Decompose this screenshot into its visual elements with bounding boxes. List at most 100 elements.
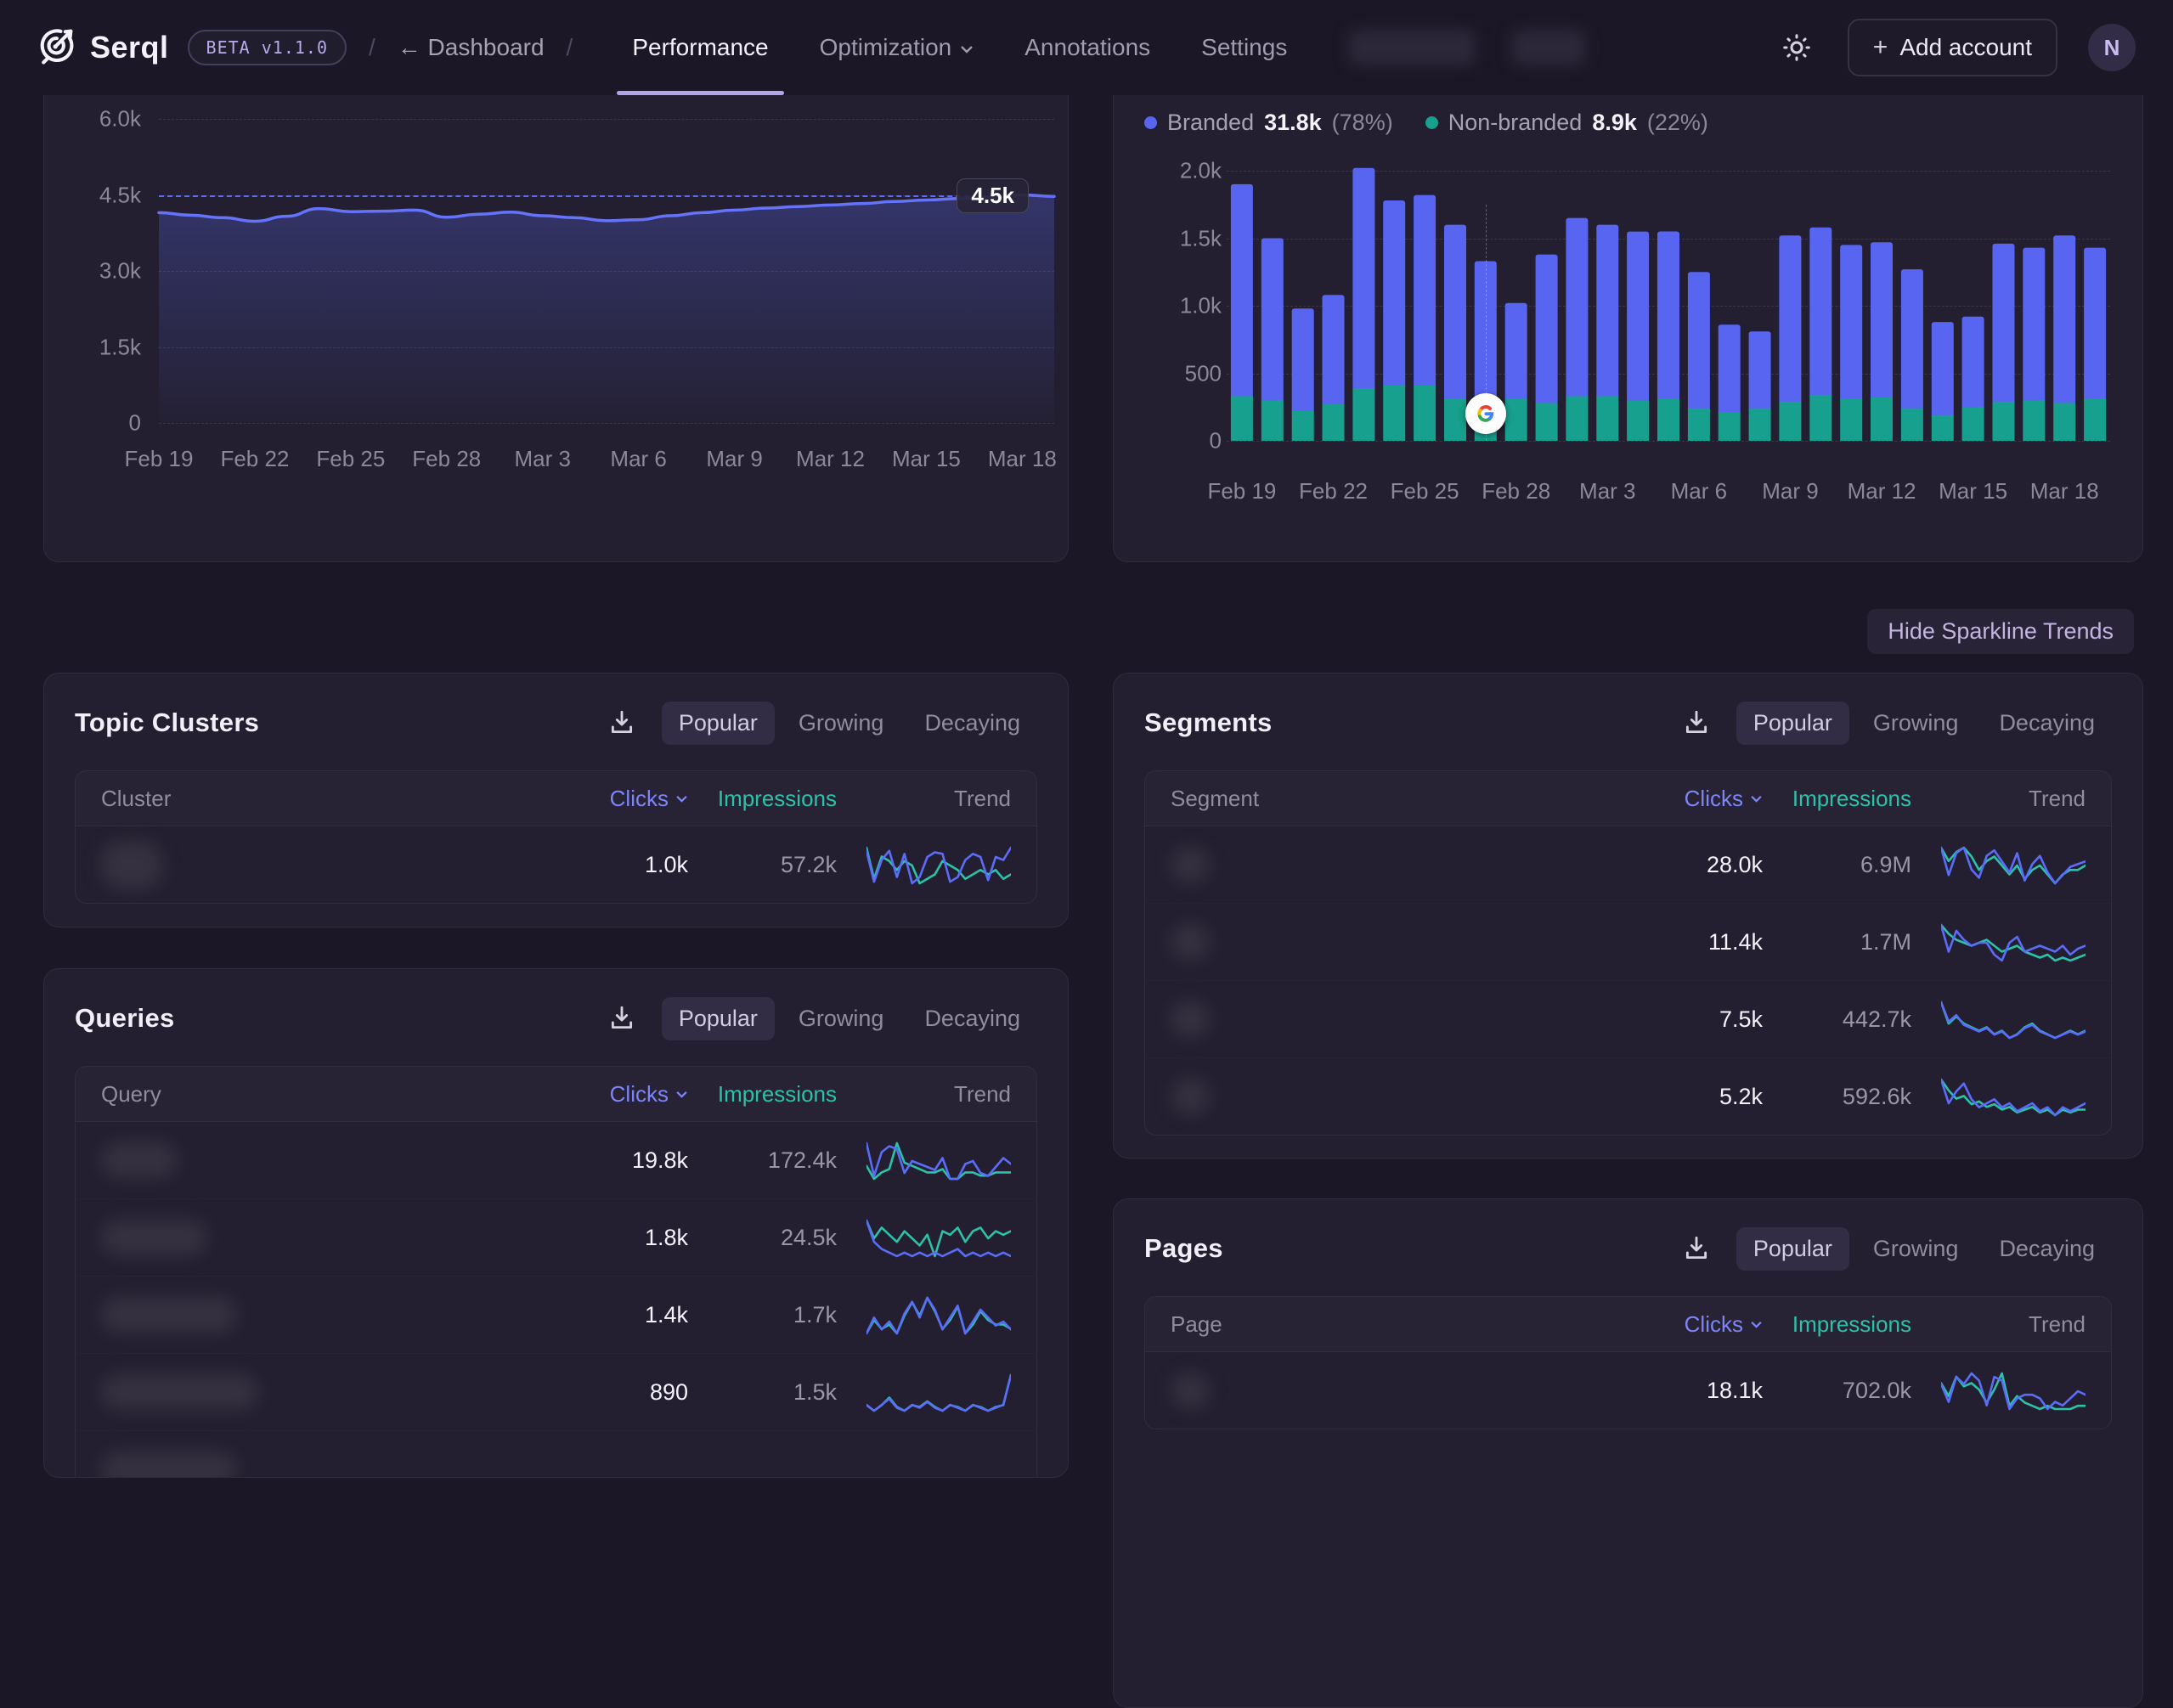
legend-label: Non-branded <box>1448 110 1583 136</box>
column-clicks-sort[interactable]: Clicks <box>561 786 688 812</box>
tab-decaying[interactable]: Decaying <box>1982 702 2112 745</box>
nav-item-annotations[interactable]: Annotations <box>999 0 1176 95</box>
toolbar-row: Hide Sparkline Trends <box>0 609 2134 654</box>
y-axis-ticks: 05001.0k1.5k2.0k <box>1137 171 1222 441</box>
queries-table: Query Clicks Impressions Trend 19.8k 172… <box>75 1066 1037 1478</box>
table-row[interactable]: 5.2k 592.6k <box>1145 1057 2111 1135</box>
nav-item-performance[interactable]: Performance <box>607 0 793 95</box>
column-query: Query <box>101 1081 561 1108</box>
sort-chevron-down-icon <box>675 795 688 803</box>
download-button[interactable] <box>1679 1231 1714 1266</box>
legend-item-branded[interactable]: Branded 31.8k (78%) <box>1144 110 1393 136</box>
table-header: Segment Clicks Impressions Trend <box>1145 771 2111 826</box>
theme-toggle-button[interactable] <box>1776 27 1817 68</box>
branded-split-chart-card: Branded 31.8k (78%) Non-branded 8.9k (22… <box>1113 27 2143 562</box>
column-clicks-sort[interactable]: Clicks <box>561 1081 688 1108</box>
x-tick-label: Mar 3 <box>1579 478 1635 505</box>
google-icon[interactable] <box>1465 393 1506 434</box>
user-avatar[interactable]: N <box>2088 24 2136 71</box>
table-row[interactable]: 890 1.5k <box>76 1353 1036 1430</box>
clicks-value: 19.8k <box>561 1147 688 1174</box>
column-label: Clicks <box>610 1081 669 1108</box>
tab-growing[interactable]: Growing <box>782 997 901 1040</box>
table-row[interactable]: 19.8k 172.4k <box>76 1122 1036 1198</box>
column-impressions[interactable]: Impressions <box>1763 1311 1911 1338</box>
pages-table: Page Clicks Impressions Trend 18.1k 702.… <box>1144 1296 2112 1429</box>
column-clicks-sort[interactable]: Clicks <box>1635 1311 1763 1338</box>
card-controls: Popular Growing Decaying <box>604 702 1037 745</box>
clicks-trend-chart-card: 01.5k3.0k4.5k6.0k 4.5k Feb 19Feb 22Feb 2… <box>43 27 1069 562</box>
hide-sparkline-trends-button[interactable]: Hide Sparkline Trends <box>1867 609 2134 654</box>
table-row[interactable] <box>76 1430 1036 1478</box>
trend-sparkline <box>837 1291 1011 1339</box>
table-row[interactable]: 1.8k 24.5k <box>76 1198 1036 1276</box>
redacted-query-name <box>101 1297 237 1333</box>
redacted-cluster-name <box>101 841 162 888</box>
tab-growing[interactable]: Growing <box>1856 1227 1976 1271</box>
topic-clusters-card: Topic Clusters Popular Growing Decaying <box>43 673 1069 927</box>
nav-item-redacted[interactable] <box>1348 29 1476 66</box>
tab-decaying[interactable]: Decaying <box>907 702 1037 745</box>
clicks-value: 18.1k <box>1635 1378 1763 1404</box>
column-impressions[interactable]: Impressions <box>1763 786 1911 812</box>
table-row[interactable]: 1.4k 1.7k <box>76 1276 1036 1353</box>
breadcrumb-dashboard-link[interactable]: ← Dashboard <box>398 34 545 61</box>
table-row[interactable]: 11.4k 1.7M <box>1145 903 2111 980</box>
sort-chevron-down-icon <box>1750 1321 1763 1328</box>
download-button[interactable] <box>1679 705 1714 741</box>
table-header: Cluster Clicks Impressions Trend <box>76 771 1036 826</box>
impressions-value: 1.5k <box>688 1379 837 1406</box>
card-title: Pages <box>1144 1233 1223 1264</box>
non-branded-dot-icon <box>1425 116 1438 129</box>
column-impressions[interactable]: Impressions <box>688 786 837 812</box>
trend-sparkline <box>837 1368 1011 1416</box>
filter-tabs: Popular Growing Decaying <box>1736 702 2112 745</box>
tab-growing[interactable]: Growing <box>1856 702 1976 745</box>
stacked-bar-chart <box>1227 171 2110 441</box>
card-header: Segments Popular Growing Decaying <box>1114 674 2142 741</box>
legend-item-non-branded[interactable]: Non-branded 8.9k (22%) <box>1425 110 1708 136</box>
x-tick-label: Mar 12 <box>1848 478 1916 505</box>
clicks-value: 11.4k <box>1635 929 1763 955</box>
tab-decaying[interactable]: Decaying <box>1982 1227 2112 1271</box>
table-row[interactable]: 18.1k 702.0k <box>1145 1352 2111 1429</box>
left-column: Topic Clusters Popular Growing Decaying <box>43 673 1069 1478</box>
table-row[interactable]: 7.5k 442.7k <box>1145 980 2111 1057</box>
card-controls: Popular Growing Decaying <box>1679 702 2112 745</box>
nav-item-redacted[interactable] <box>1511 29 1586 66</box>
y-tick-label: 500 <box>1185 360 1222 386</box>
add-account-label: Add account <box>1899 34 2032 61</box>
tab-popular[interactable]: Popular <box>1736 1227 1849 1271</box>
x-tick-label: Mar 18 <box>988 446 1057 472</box>
column-label: Clicks <box>1685 786 1743 812</box>
table-header: Page Clicks Impressions Trend <box>1145 1297 2111 1352</box>
tab-growing[interactable]: Growing <box>782 702 901 745</box>
redacted-query-name <box>101 1452 237 1478</box>
x-axis-labels: Feb 19Feb 22Feb 25Feb 28Mar 3Mar 6Mar 9M… <box>159 446 1054 475</box>
nav-item-settings[interactable]: Settings <box>1176 0 1312 95</box>
redacted-segment-name <box>1171 847 1210 882</box>
tab-popular[interactable]: Popular <box>1736 702 1849 745</box>
y-tick-label: 1.5k <box>1180 225 1222 251</box>
card-title: Topic Clusters <box>75 707 259 738</box>
clicks-value: 1.4k <box>561 1302 688 1328</box>
beta-version-badge: BETA v1.1.0 <box>188 30 347 65</box>
tab-popular[interactable]: Popular <box>662 702 775 745</box>
brand[interactable]: Serql <box>34 24 169 72</box>
tab-decaying[interactable]: Decaying <box>907 997 1037 1040</box>
download-button[interactable] <box>604 705 640 741</box>
column-trend: Trend <box>837 1081 1011 1108</box>
column-clicks-sort[interactable]: Clicks <box>1635 786 1763 812</box>
x-tick-label: Mar 6 <box>610 446 666 472</box>
trend-sparkline <box>1911 841 2086 888</box>
table-row[interactable]: 1.0k 57.2k <box>76 826 1036 903</box>
add-account-button[interactable]: + Add account <box>1848 19 2057 76</box>
tab-popular[interactable]: Popular <box>662 997 775 1040</box>
download-button[interactable] <box>604 1001 640 1036</box>
column-impressions[interactable]: Impressions <box>688 1081 837 1108</box>
x-tick-label: Feb 19 <box>125 446 194 472</box>
filter-tabs: Popular Growing Decaying <box>1736 1227 2112 1271</box>
nav-item-optimization[interactable]: Optimization <box>794 0 1000 95</box>
clicks-value: 1.8k <box>561 1225 688 1251</box>
table-row[interactable]: 28.0k 6.9M <box>1145 826 2111 903</box>
